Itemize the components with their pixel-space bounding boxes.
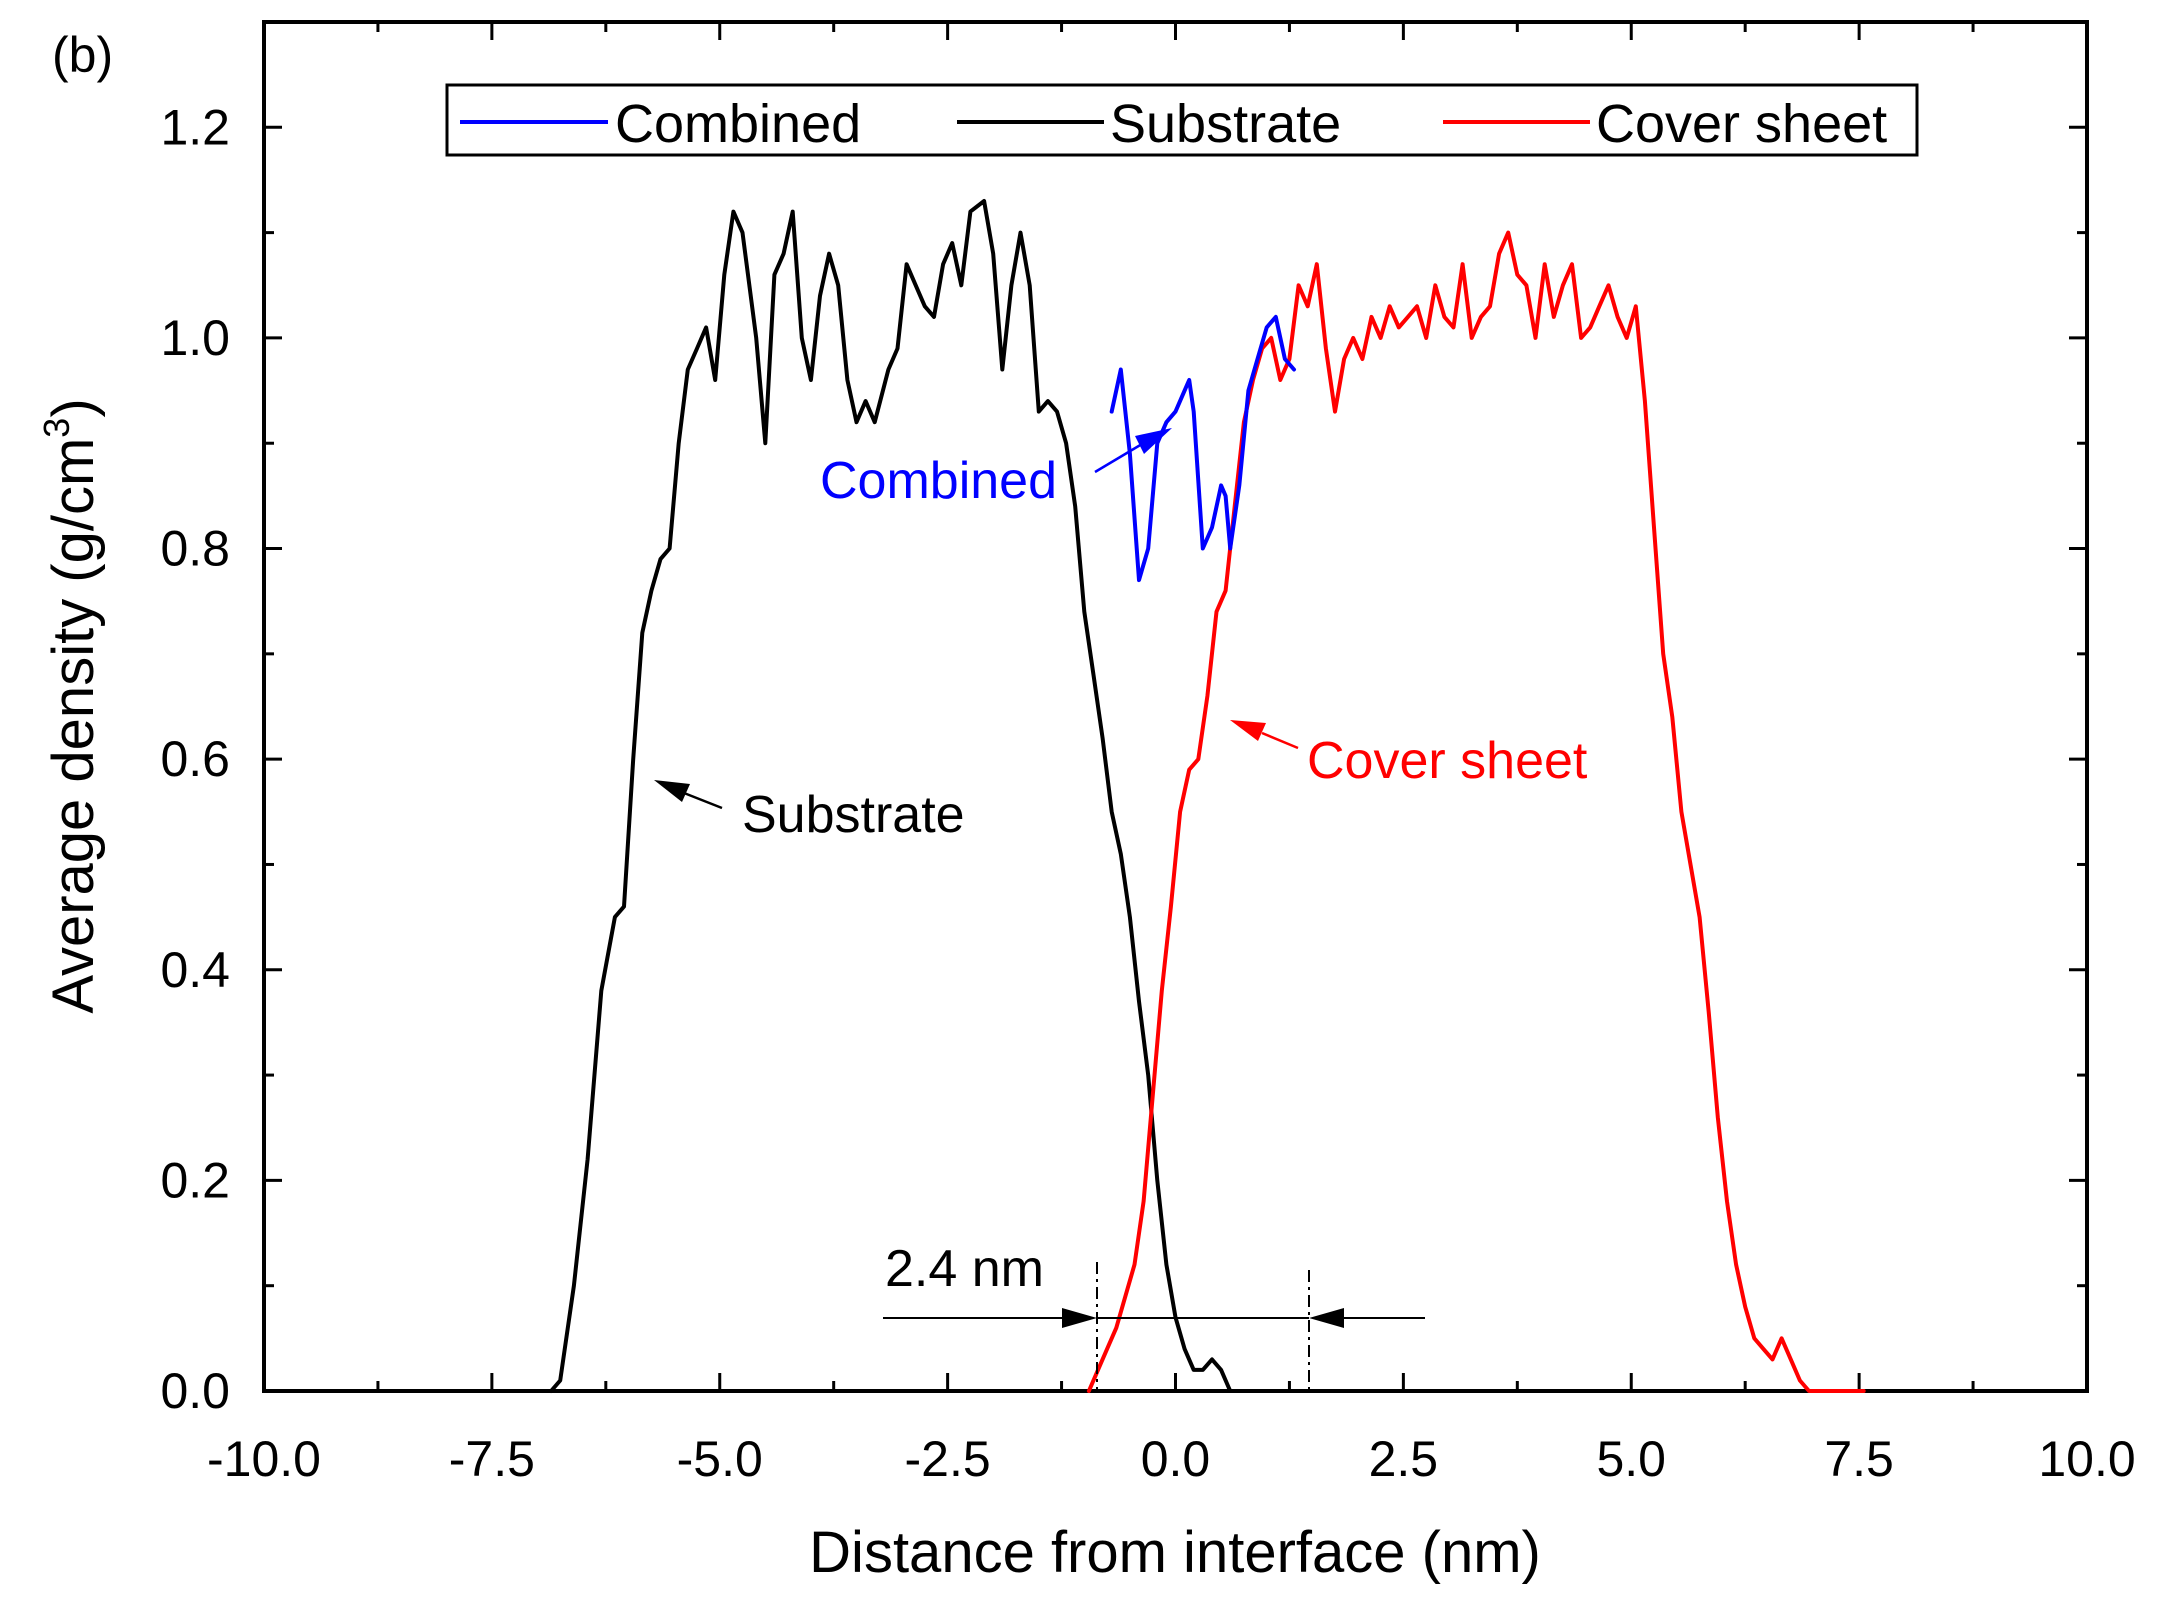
annotation-combined-arrowhead bbox=[1135, 428, 1172, 454]
annotation-combined-leader bbox=[1095, 444, 1142, 472]
y-tick-label: 0.6 bbox=[160, 731, 230, 787]
series-line-combined bbox=[1112, 317, 1294, 580]
x-tick-label: -2.5 bbox=[905, 1431, 991, 1487]
annotations: Combined Substrate Cover sheet 2.4 nm bbox=[654, 428, 1588, 1391]
x-tick-label: -10.0 bbox=[207, 1431, 321, 1487]
annotation-combined: Combined bbox=[820, 452, 1057, 510]
legend-label-cover-sheet: Cover sheet bbox=[1596, 94, 1887, 154]
y-tick-label: 1.2 bbox=[160, 99, 230, 155]
annotation-cover-sheet-leader bbox=[1262, 733, 1298, 748]
y-tick-label: 0.0 bbox=[160, 1363, 230, 1419]
series-line-cover-sheet bbox=[1089, 233, 1864, 1391]
interface-right-arrowhead bbox=[1309, 1308, 1344, 1328]
x-axis-title: Distance from interface (nm) bbox=[809, 1520, 1541, 1585]
annotation-substrate-leader bbox=[684, 793, 722, 808]
annotation-cover-sheet: Cover sheet bbox=[1307, 732, 1588, 790]
annotation-substrate-arrowhead bbox=[654, 780, 690, 802]
y-tick-label: 0.4 bbox=[160, 942, 230, 998]
y-tick-label: 1.0 bbox=[160, 310, 230, 366]
y-axis-title: Average density (g/cm3) bbox=[36, 398, 106, 1013]
annotation-substrate: Substrate bbox=[742, 786, 965, 844]
legend: Combined Substrate Cover sheet bbox=[447, 85, 1917, 155]
interface-left-arrowhead bbox=[1062, 1308, 1097, 1328]
x-tick-label: -5.0 bbox=[677, 1431, 763, 1487]
panel-label: (b) bbox=[52, 27, 113, 83]
x-tick-label: 0.0 bbox=[1141, 1431, 1211, 1487]
x-axis: -10.0 -7.5 -5.0 -2.5 0.0 2.5 5.0 7.5 10.0 bbox=[207, 22, 2136, 1487]
y-tick-label: 0.2 bbox=[160, 1152, 230, 1208]
x-tick-label: 10.0 bbox=[2038, 1431, 2135, 1487]
x-tick-label: 5.0 bbox=[1596, 1431, 1666, 1487]
y-tick-label: 0.8 bbox=[160, 521, 230, 577]
x-tick-label: 2.5 bbox=[1369, 1431, 1439, 1487]
density-profile-chart: (b) -10.0 -7.5 -5.0 -2.5 0.0 2.5 5.0 7.5 10.0 0.… bbox=[0, 0, 2171, 1597]
y-axis: 0.0 0.2 0.4 0.6 0.8 1.0 1.2 bbox=[160, 22, 2087, 1419]
legend-label-combined: Combined bbox=[615, 94, 861, 154]
x-tick-label: 7.5 bbox=[1824, 1431, 1894, 1487]
annotation-cover-sheet-arrowhead bbox=[1230, 720, 1266, 741]
y-axis-title-superscript: 3 bbox=[36, 418, 77, 438]
annotation-interface-width: 2.4 nm bbox=[885, 1240, 1044, 1298]
plot-frame bbox=[264, 22, 2087, 1391]
x-tick-label: -7.5 bbox=[449, 1431, 535, 1487]
legend-label-substrate: Substrate bbox=[1110, 94, 1341, 154]
